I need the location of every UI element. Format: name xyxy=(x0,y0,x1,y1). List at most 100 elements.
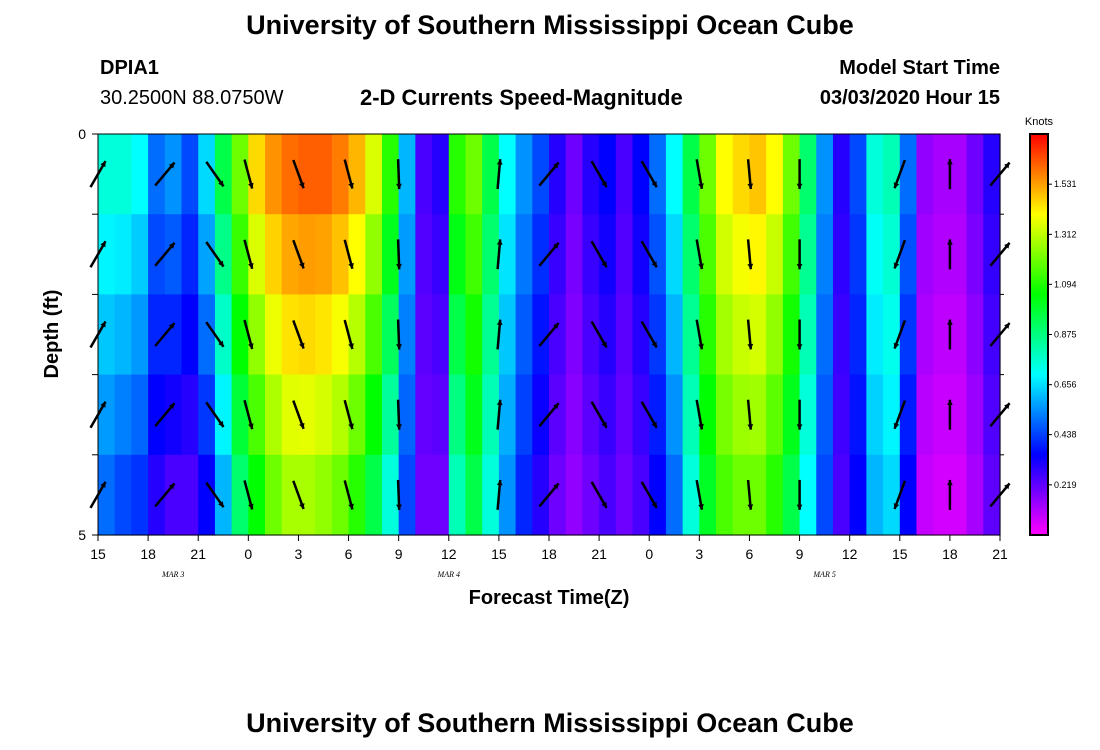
colorbar-segment xyxy=(1030,136,1048,140)
current-vector-arrow xyxy=(590,481,608,509)
colorbar-segment xyxy=(1030,176,1048,180)
x-tick-label: 18 xyxy=(541,546,557,562)
colorbar-segment xyxy=(1030,316,1048,321)
heatmap-cell xyxy=(465,134,483,215)
heatmap-cell xyxy=(949,134,968,215)
current-vector-arrow xyxy=(396,239,402,270)
colorbar-segment xyxy=(1030,524,1048,529)
heatmap-cell xyxy=(599,214,617,295)
heatmap-cell xyxy=(398,214,416,295)
heatmap-cell xyxy=(766,294,784,376)
station-coords: 30.2500N 88.0750W xyxy=(100,87,284,109)
heatmap-cell xyxy=(498,134,517,215)
heatmap-cell xyxy=(983,214,1001,295)
heatmap-cell xyxy=(816,294,834,376)
current-vector-arrow xyxy=(243,319,254,350)
heatmap-cell xyxy=(365,454,383,536)
heatmap-cell xyxy=(832,294,851,376)
heatmap-cell xyxy=(148,294,166,376)
heatmap-cell xyxy=(265,454,283,536)
colorbar-segment xyxy=(1030,314,1048,318)
heatmap-cell xyxy=(582,374,600,456)
heatmap-cell xyxy=(799,374,817,456)
current-vector-arrow xyxy=(947,239,953,270)
heatmap-cell xyxy=(682,294,700,376)
current-vector-arrow xyxy=(947,399,953,430)
heatmap-cell xyxy=(381,454,400,536)
colorbar-segment xyxy=(1030,319,1048,323)
colorbar-segment xyxy=(1030,467,1048,471)
heatmap-cell xyxy=(348,214,366,295)
current-vector-arrow xyxy=(496,479,503,510)
heatmap-cell xyxy=(298,214,316,295)
current-vector-arrow xyxy=(205,481,225,508)
current-vector-arrow xyxy=(796,159,803,190)
colorbar-segment xyxy=(1030,397,1048,401)
current-vector-arrow xyxy=(640,160,658,188)
colorbar-segment xyxy=(1030,204,1048,208)
heatmap-cell xyxy=(649,294,667,376)
heatmap-cell xyxy=(883,294,901,376)
heatmap-cell xyxy=(983,454,1001,536)
x-tick-label: 12 xyxy=(441,546,457,562)
heatmap-cell xyxy=(131,214,149,295)
heatmap-cell xyxy=(816,214,834,295)
colorbar-segment xyxy=(1030,211,1048,215)
x-tick-label: 3 xyxy=(695,546,703,562)
colorbar-segment xyxy=(1030,261,1048,265)
heatmap-cell xyxy=(148,134,166,215)
heatmap-cell xyxy=(398,134,416,215)
heatmap-cell xyxy=(966,294,984,376)
heatmap-cell xyxy=(432,134,450,215)
current-vector-arrow xyxy=(154,482,176,508)
colorbar-segment xyxy=(1030,179,1048,183)
current-vector-arrow xyxy=(243,159,254,189)
y-tick-label: 0 xyxy=(78,126,86,142)
colorbar-segment xyxy=(1030,359,1048,363)
heatmap-cell xyxy=(198,374,216,456)
heatmap-cell xyxy=(899,454,918,536)
x-tick-label: 18 xyxy=(942,546,958,562)
heatmap-cell xyxy=(482,214,500,295)
colorbar-segment xyxy=(1030,306,1048,311)
heatmap-cell xyxy=(615,134,634,215)
heatmap-cell xyxy=(549,134,567,215)
heatmap-cell xyxy=(699,214,717,295)
heatmap-cell xyxy=(515,374,533,456)
current-vector-arrow xyxy=(893,400,907,430)
heatmap-cell xyxy=(482,454,500,536)
heatmap-cell xyxy=(599,374,617,456)
heatmap-cell xyxy=(465,294,483,376)
colorbar-segment xyxy=(1030,454,1048,458)
heatmap-cell xyxy=(732,374,751,456)
colorbar-segment xyxy=(1030,519,1048,524)
heatmap-cell xyxy=(331,294,350,376)
colorbar-segment xyxy=(1030,289,1048,293)
heatmap-cell xyxy=(866,374,884,456)
heatmap-cell xyxy=(632,214,650,295)
colorbar-segment xyxy=(1030,181,1048,185)
heatmap-cell xyxy=(432,294,450,376)
heatmap-cell xyxy=(883,134,901,215)
heatmap-cell xyxy=(298,134,316,215)
current-vector-arrow xyxy=(396,479,402,510)
heatmap-cell xyxy=(649,134,667,215)
heatmap-cell xyxy=(699,374,717,456)
current-vector-arrow xyxy=(893,319,907,350)
model-start-time: 03/03/2020 Hour 15 xyxy=(819,87,1000,109)
current-vector-arrow xyxy=(496,159,503,190)
colorbar-segment xyxy=(1030,291,1048,295)
heatmap-cell xyxy=(348,134,366,215)
colorbar-segment xyxy=(1030,497,1048,501)
heatmap-cell xyxy=(315,134,333,215)
heatmap-cell xyxy=(231,214,249,295)
current-vector-arrow xyxy=(947,159,953,190)
heatmap-cell xyxy=(615,294,634,376)
heatmap-cell xyxy=(582,294,600,376)
heatmap-cell xyxy=(916,294,934,376)
chart-title: 2-D Currents Speed-Magnitude xyxy=(360,85,683,110)
colorbar-segment xyxy=(1030,301,1048,306)
colorbar-segment xyxy=(1030,502,1048,506)
colorbar-segment xyxy=(1030,226,1048,230)
colorbar-segment xyxy=(1030,169,1048,173)
